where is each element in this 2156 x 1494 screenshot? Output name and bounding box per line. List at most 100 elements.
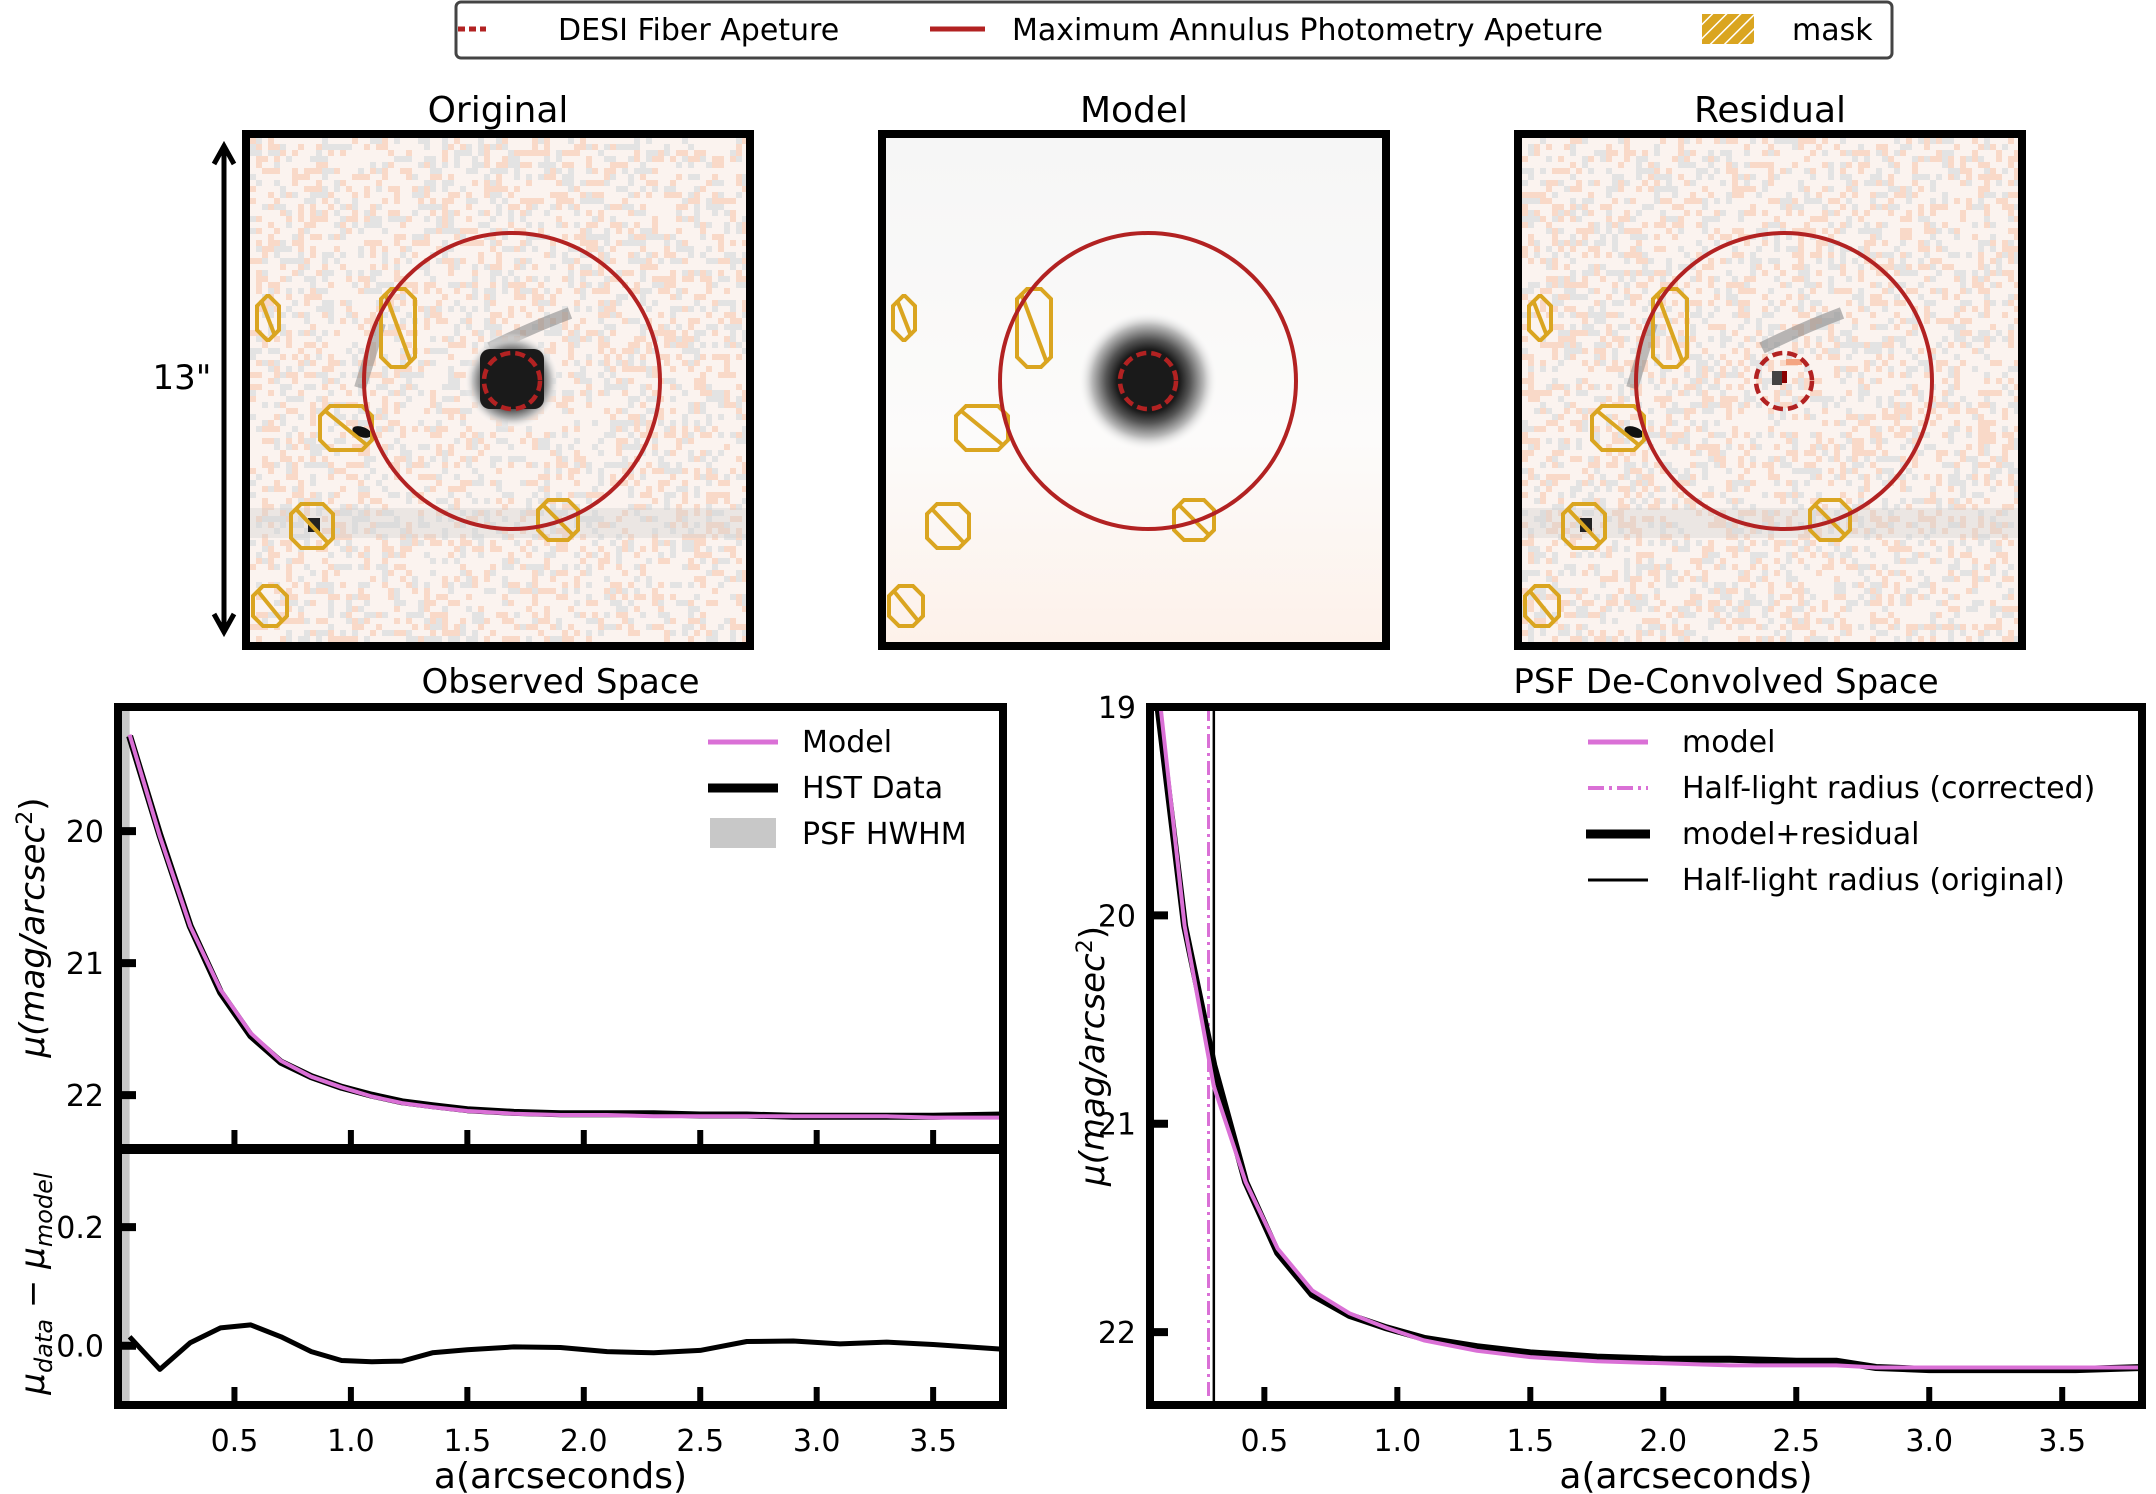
y-label-base: μ(mag/arcsec (1073, 953, 1113, 1187)
mask-hatch-line (1594, 408, 1642, 448)
y-tick-label: 21 (66, 947, 104, 982)
plot-title: PSF De-Convolved Space (1513, 662, 1938, 702)
y-tick-label: 22 (66, 1079, 104, 1114)
series-model (127, 734, 1003, 1120)
x-tick-label: 3.5 (2038, 1424, 2086, 1459)
scale-bar: 13" (153, 140, 237, 638)
y-label-sub-data: data (30, 1319, 58, 1373)
x-tick-label: 0.5 (1240, 1424, 1288, 1459)
plot-area (1154, 707, 2142, 1405)
image-panels: Original Model Residual (242, 90, 2026, 650)
y-label-base: μ(mag/arcsec (13, 824, 53, 1058)
mask-region (289, 502, 335, 550)
mask-hatch-line (255, 588, 285, 624)
fiber-aperture (1117, 350, 1179, 412)
x-tick-label: 3.0 (1905, 1424, 1953, 1459)
y-tick-label: 21 (1098, 1108, 1136, 1143)
plot-title: Observed Space (422, 662, 700, 702)
mask-region (887, 584, 925, 628)
y-label-mu: μ (13, 1373, 53, 1396)
noise-gray (250, 138, 746, 642)
panel-frame (1514, 130, 2026, 650)
mask-hatch-line (1019, 292, 1049, 364)
mask-hatch-line (958, 408, 1006, 448)
plots: Observed Space202122μ(mag/arcsec2)ModelH… (13, 662, 2146, 1494)
legend-swatch-psf-hwhm (710, 818, 776, 848)
legend-label: HST Data (802, 771, 943, 806)
x-axis-label: a(arcseconds) (434, 1456, 687, 1494)
legend-label-annulus: Maximum Annulus Photometry Apeture (1012, 13, 1603, 48)
arrow-up-icon (211, 140, 237, 166)
panel-image (1522, 138, 2018, 642)
mask-region (891, 294, 917, 342)
mask-hatch-line (1531, 299, 1549, 337)
legend-label-mask: mask (1792, 13, 1873, 48)
x-tick-label: 3.0 (793, 1424, 841, 1459)
panel-title: Residual (1694, 90, 1846, 131)
x-axis-label: a(arcseconds) (1559, 1456, 1812, 1494)
y-tick-label: 0.2 (56, 1211, 104, 1246)
residual-core-red (1782, 371, 1787, 383)
image-panel-original: Original (242, 90, 754, 650)
mask-hatch-line (1655, 292, 1685, 364)
mask-hatch-line (293, 506, 331, 546)
x-tick-label: 0.5 (211, 1424, 259, 1459)
mask-hatch-line (1565, 506, 1603, 546)
mask-hatch-line (259, 299, 277, 337)
legend-label: PSF HWHM (802, 817, 967, 852)
series-model (1158, 707, 2142, 1370)
arrow-down-icon (211, 612, 237, 638)
y-label-end: ) (1073, 926, 1113, 939)
x-tick-label: 2.5 (1772, 1424, 1820, 1459)
psf-hwhm-band (118, 1150, 130, 1405)
mask-hatch-line (895, 299, 913, 337)
y-tick-label: 0.0 (56, 1330, 104, 1365)
y-tick-label: 19 (1098, 691, 1136, 726)
panel-image (250, 138, 746, 642)
faint-band (250, 508, 746, 538)
y-label-sup: 2 (13, 811, 38, 825)
mask-region (925, 502, 971, 550)
mask-region (1527, 294, 1553, 342)
y-tick-label: 20 (66, 815, 104, 850)
y-tick-label: 22 (1098, 1316, 1136, 1351)
x-tick-label: 2.0 (560, 1424, 608, 1459)
fiber-aperture (481, 350, 543, 412)
axes-frame (114, 1146, 1007, 1409)
panel-frame (242, 130, 754, 650)
series-model-plus-residual (1154, 707, 2142, 1374)
model-core (1120, 353, 1176, 409)
deconvolved-profile-plot: PSF De-Convolved Space 19 20 21 22 0.5 1.0 1.5 2… (1073, 662, 2146, 1494)
psf-hwhm-band (118, 707, 130, 1148)
x-tick-label: 3.5 (909, 1424, 957, 1459)
legend-label: Half-light radius (corrected) (1682, 771, 2095, 806)
y-axis-label: μ(mag/arcsec2) (13, 798, 53, 1059)
noise-warm (250, 138, 746, 642)
faint-band (1522, 508, 2018, 538)
mask-hatch-line (383, 292, 413, 364)
mask-hatch-line (929, 506, 967, 546)
x-tick-label: 1.0 (327, 1424, 375, 1459)
panel-image (886, 138, 1382, 642)
deconvolved-legend: model Half-light radius (corrected) model+… (1586, 725, 2095, 898)
mask-region (536, 498, 580, 542)
residual-plot: 0.0 0.2 0.5 1.0 1.5 2.0 2.5 3.0 3.5 a(arcseconds)… (13, 1146, 1007, 1494)
mask-region (1015, 287, 1053, 369)
mask-region (379, 287, 417, 369)
legend-label: Half-light radius (original) (1682, 863, 2065, 898)
annulus-aperture (998, 231, 1298, 531)
panel-frame (878, 130, 1390, 650)
x-tick-label: 1.5 (443, 1424, 491, 1459)
mask-region (255, 294, 281, 342)
y-label-mu2: μ (13, 1247, 53, 1270)
y-axis-label: μdata − μmodel (13, 1172, 58, 1396)
mask-region (1808, 498, 1852, 542)
y-label-end: ) (13, 798, 53, 811)
y-tick-label: 20 (1098, 899, 1136, 934)
image-panel-residual: Residual (1514, 90, 2026, 650)
residual-positive (1786, 359, 1802, 365)
y-axis-label: μ(mag/arcsec2) (1073, 926, 1113, 1187)
mask-region (251, 584, 289, 628)
fiber-aperture (1753, 350, 1815, 412)
